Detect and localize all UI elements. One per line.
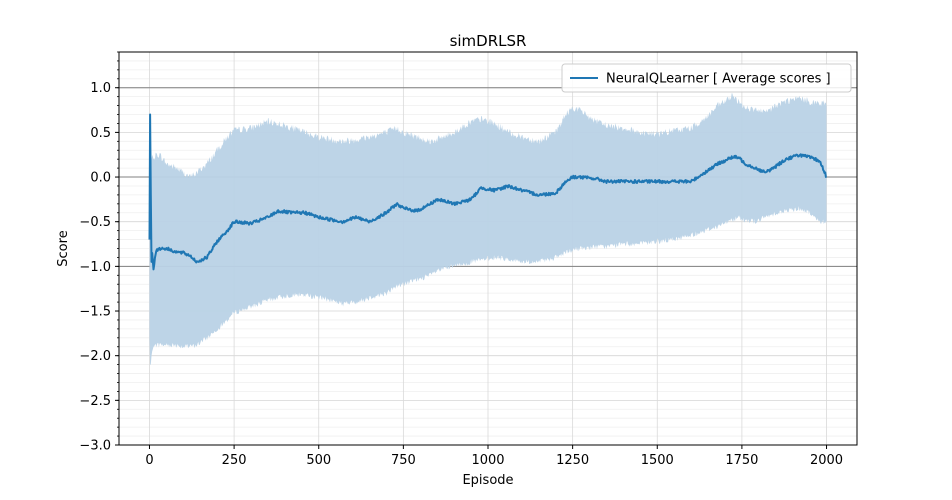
legend-entry-label: NeuralQLearner [ Average scores ]: [606, 72, 831, 87]
legend-box: [561, 63, 852, 93]
y-tick-label: 1.0: [90, 81, 111, 96]
y-axis-ticks: −3.0 −2.5 −2.0 −1.5 −1.0 −0.5 0.0 0.5 1.0: [79, 51, 119, 454]
score-band-layer: [149, 93, 827, 365]
y-axis-label: Score: [56, 230, 71, 266]
y-tick-label: 0.0: [90, 171, 111, 186]
x-axis-ticks: 0 250 500 750 1000 1250 1500 1750 2000: [145, 445, 843, 468]
x-tick-label: 1500: [641, 453, 674, 468]
x-tick-label: 1750: [725, 453, 758, 468]
x-tick-label: 750: [391, 453, 416, 468]
x-tick-label: 2000: [810, 453, 843, 468]
series-line-neuralqlearner: [148, 113, 827, 271]
series-line-layer: [148, 113, 827, 271]
y-tick-label: −0.5: [79, 215, 111, 230]
chart-title: simDRLSR: [450, 32, 527, 50]
y-tick-label: −2.5: [79, 394, 111, 409]
x-tick-label: 250: [222, 453, 247, 468]
y-tick-label: −1.0: [79, 260, 111, 275]
x-tick-label: 0: [145, 453, 153, 468]
x-tick-label: 1000: [471, 453, 504, 468]
x-axis-label: Episode: [462, 473, 513, 488]
y-tick-label: −2.0: [79, 349, 111, 364]
score-range-band: [149, 93, 827, 365]
x-tick-label: 1250: [556, 453, 589, 468]
y-tick-label: −1.5: [79, 305, 111, 320]
legend: NeuralQLearner [ Average scores ]: [561, 63, 852, 93]
y-tick-label: 0.5: [90, 126, 111, 141]
x-tick-label: 500: [306, 453, 331, 468]
y-tick-label: −3.0: [79, 439, 111, 454]
